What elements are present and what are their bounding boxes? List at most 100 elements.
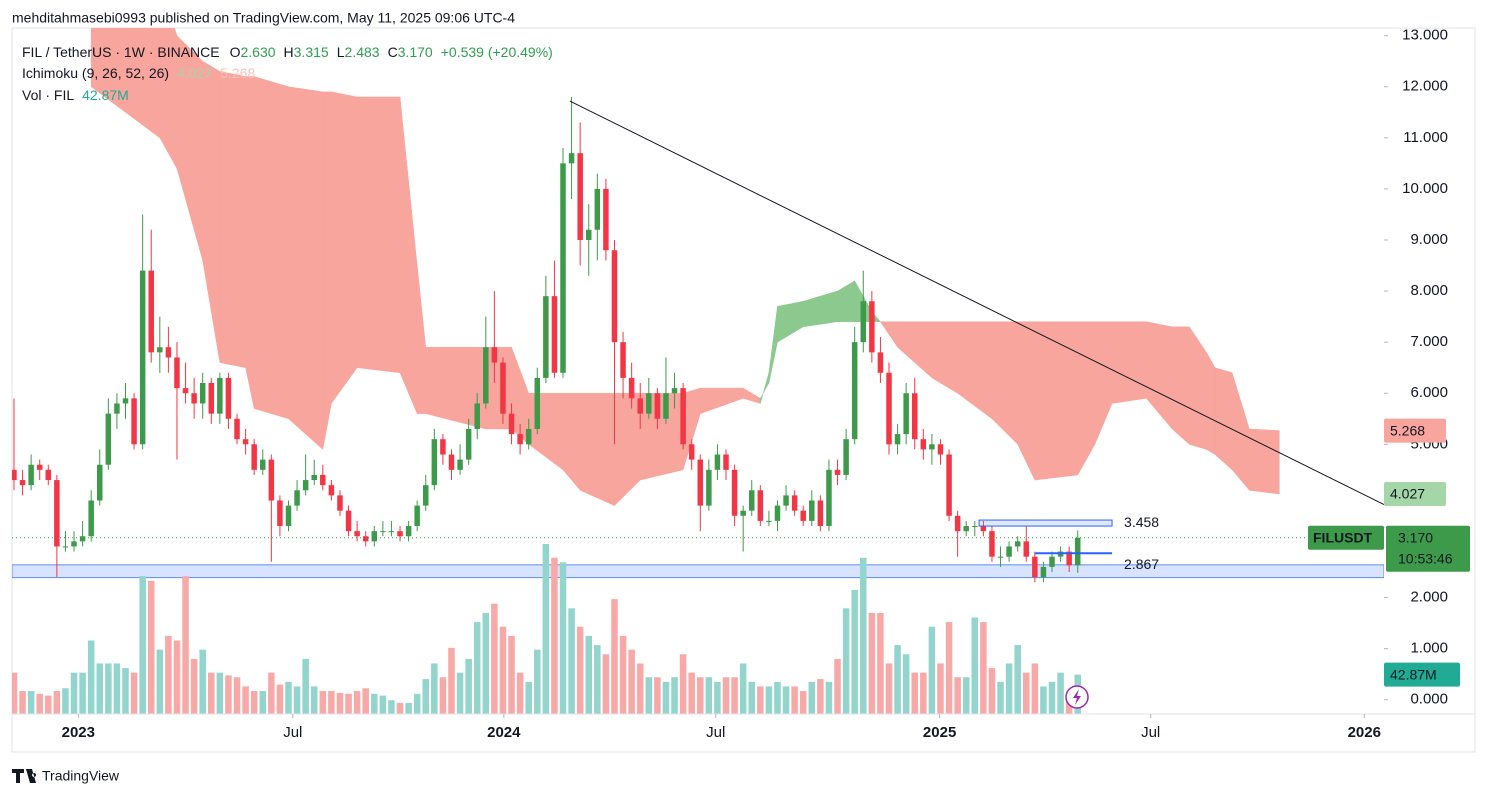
candle-body	[423, 485, 429, 506]
volume-bar	[842, 608, 850, 714]
legend-ichimoku: Ichimoku (9, 26, 52, 26) 4.027 5.268	[22, 65, 255, 81]
candle-body	[19, 480, 26, 486]
cloud-segment	[356, 96, 401, 374]
volume-bar	[12, 672, 18, 714]
candle-body	[688, 444, 695, 460]
cloud-segment	[742, 387, 761, 404]
volume-bar	[722, 677, 730, 714]
level-box	[978, 519, 1113, 527]
support-zone	[12, 564, 1384, 579]
candle-body	[260, 459, 266, 470]
volume-bar	[799, 691, 807, 714]
candle-body	[54, 480, 60, 547]
cloud-segment	[700, 387, 744, 415]
candle-body	[1023, 541, 1030, 557]
candle-body	[465, 428, 472, 460]
volume-bar	[1048, 681, 1056, 714]
cloud-segment	[219, 71, 246, 368]
volume-bar	[594, 645, 601, 714]
volume-bar	[319, 691, 327, 714]
volume-bar	[473, 622, 481, 714]
candle-body	[723, 454, 729, 470]
volume-bar	[36, 693, 43, 714]
candle-body	[431, 439, 438, 486]
volume-bar	[276, 684, 284, 714]
volume-tag: 42.87M	[1390, 666, 1437, 682]
candle-body	[122, 398, 129, 404]
plot-area	[12, 28, 1384, 714]
candle-body	[877, 352, 884, 373]
volume-bar	[302, 658, 309, 714]
volume-bar	[139, 576, 146, 714]
legend-o: 2.630	[241, 44, 276, 60]
candle-body	[448, 454, 455, 470]
level-label: 3.458	[1124, 514, 1159, 530]
candle-body	[225, 377, 232, 419]
candle-body	[148, 270, 154, 353]
candle-body	[663, 393, 669, 419]
y-tick-label: 8.000	[1410, 282, 1448, 299]
x-tick-label: 2024	[487, 724, 521, 741]
volume-bar	[19, 691, 26, 714]
cloud-segment	[90, 28, 161, 139]
cloud-segment	[562, 392, 581, 491]
volume-bar	[113, 663, 121, 714]
candle-body	[1032, 556, 1038, 578]
candle-body	[1066, 551, 1072, 566]
legend-symbol: FIL / TetherUS · 1W · BINANCE	[22, 44, 220, 60]
candle-body	[551, 296, 558, 373]
candle-body	[414, 505, 420, 527]
volume-name: Vol · FIL	[22, 87, 74, 103]
candle-body	[972, 526, 978, 528]
trendline	[569, 100, 1384, 506]
candle-body	[757, 490, 764, 521]
candle-body	[320, 474, 326, 486]
legend-o-label: O	[230, 44, 241, 60]
ichimoku-name: Ichimoku (9, 26, 52, 26)	[22, 65, 169, 81]
volume-bar	[1040, 686, 1047, 714]
cloud-segment	[897, 321, 933, 379]
volume-bar	[834, 658, 841, 714]
volume-bar	[885, 663, 893, 714]
candle-body	[817, 500, 824, 527]
volume-bar	[877, 612, 884, 714]
volume-bar	[208, 672, 215, 714]
volume-bar	[79, 672, 86, 714]
candle-body	[508, 413, 515, 435]
candle-body	[834, 469, 841, 475]
candle-body	[577, 153, 583, 240]
cloud-segment	[1171, 326, 1190, 445]
volume-value: 42.87M	[82, 87, 129, 103]
candle-body	[62, 546, 69, 548]
candle-body	[45, 469, 52, 481]
candle-body	[1014, 541, 1021, 547]
candle-body	[174, 357, 180, 389]
price-tag: 3.170	[1398, 529, 1433, 545]
volume-bar	[542, 544, 550, 714]
volume-bar	[508, 635, 515, 714]
legend-main: FIL / TetherUS · 1W · BINANCE O2.630 H3.31…	[22, 44, 553, 60]
volume-bar	[705, 677, 713, 714]
volume-bar	[27, 691, 35, 714]
volume-bar	[697, 677, 704, 714]
volume-bar	[173, 640, 181, 714]
volume-bar	[534, 649, 541, 714]
candle-body	[251, 444, 257, 470]
candle-body	[354, 531, 360, 537]
candle-body	[594, 188, 601, 230]
candle-body	[345, 510, 352, 532]
volume-bar	[310, 686, 318, 714]
volume-bar	[147, 580, 155, 714]
candle-body	[268, 459, 275, 501]
volume-bar	[345, 693, 352, 714]
volume-bar	[328, 691, 335, 714]
candle-body	[337, 495, 343, 511]
cloud-segment	[399, 96, 418, 414]
candle-body	[79, 536, 86, 542]
candle-body	[217, 377, 223, 414]
volume-bar	[105, 663, 112, 714]
volume-bar	[782, 686, 790, 714]
candle-body	[405, 526, 412, 537]
volume-bar	[954, 677, 961, 714]
